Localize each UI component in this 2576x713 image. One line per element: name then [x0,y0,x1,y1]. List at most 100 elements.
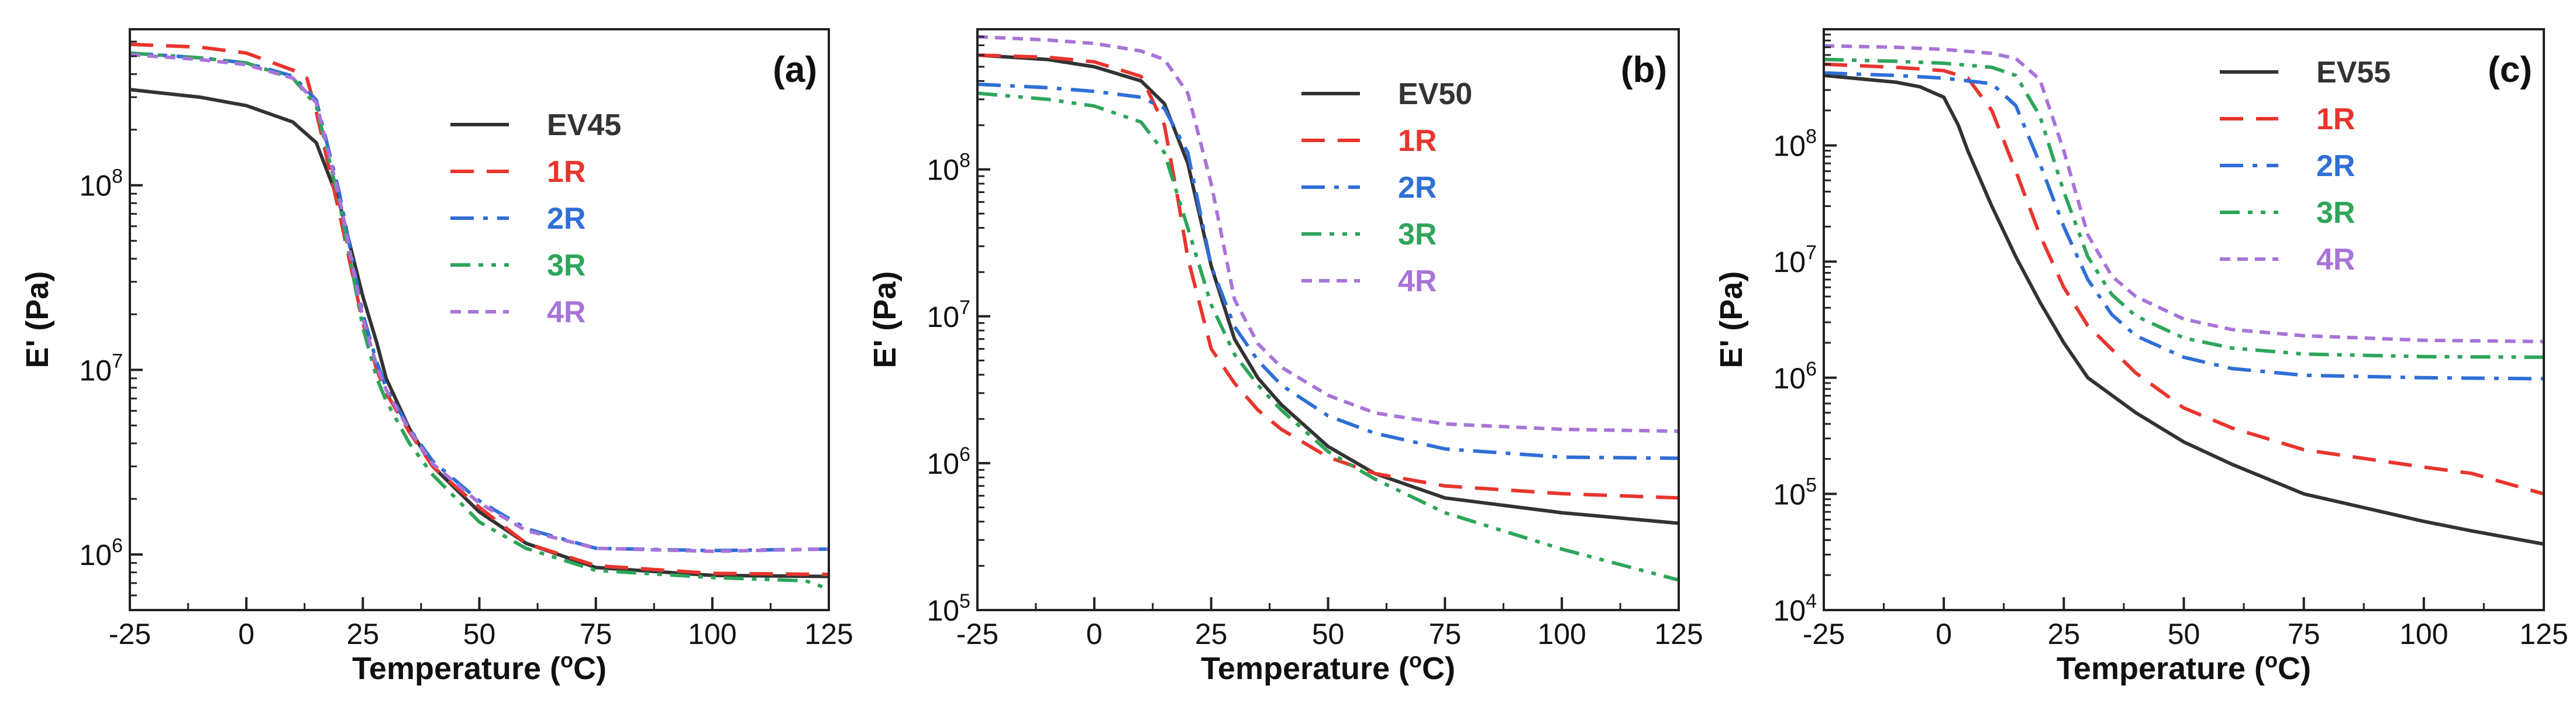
series-line-1r [1824,62,2544,496]
y-tick-exponent: 7 [959,297,970,319]
legend-label-ev55: EV55 [2316,56,2391,89]
y-axis-title: E' (Pa) [20,271,55,368]
y-tick-base: 10 [927,447,959,480]
legend-label-1r: 1R [547,155,586,189]
x-axis-title-degree: o [560,648,573,672]
legend-label-4r: 4R [547,295,586,329]
legend-label-4r: 4R [1398,264,1437,298]
series-line-2r [977,82,1679,460]
y-tick-label: 106 [927,443,970,480]
x-axis-title-unit: C) [573,651,607,686]
series-line-2r [130,51,829,553]
series-line-3r [1824,57,2544,359]
x-axis-title-unit: C) [1422,651,1455,686]
series-line-3r [977,91,1679,582]
x-tick-label: 25 [347,618,380,650]
x-axis-title-degree: o [1409,648,1422,672]
series-line-1r [977,53,1679,500]
legend-label-3r: 3R [1398,218,1437,252]
legend-label-ev50: EV50 [1398,77,1472,111]
series-line-ev45 [130,88,829,578]
y-tick-base: 10 [1773,246,1806,278]
legend: EV45 1R 2R 3R 4R [450,108,621,329]
x-tick-label: 125 [804,618,853,650]
y-tick-label: 107 [79,350,123,387]
legend-label-3r: 3R [2316,196,2355,230]
y-tick-label: 106 [79,535,123,571]
y-tick-base: 10 [1773,478,1806,511]
y-tick-label: 106 [1773,358,1817,395]
series-line-4r [977,35,1679,433]
chart-panel-c: -25 0 25 50 75 100 125104105106107108Temperatu… [1714,28,2568,686]
x-tick-label: 25 [1195,618,1228,650]
x-tick-label: 75 [2288,618,2320,650]
x-tick-label: 100 [688,618,736,650]
chart-panel-b: -25 0 25 50 75 100 125105106107108Temperature … [867,28,1703,686]
y-tick-exponent: 8 [959,150,970,172]
y-tick-exponent: 8 [1806,126,1817,148]
series-group [130,42,829,591]
x-axis-title-text: Temperature ( [1201,651,1409,686]
series-line-4r [1824,44,2544,343]
x-tick-label: 0 [238,618,254,650]
series-group [977,35,1679,582]
x-tick-label: 50 [1312,618,1345,650]
x-axis-title: Temperature (oC) [352,648,607,686]
y-tick-exponent: 5 [959,590,970,612]
x-tick-label: 50 [2168,618,2200,650]
legend-label-1r: 1R [2316,102,2355,136]
x-axis-title-text: Temperature ( [2057,651,2265,686]
series-line-2r [1824,71,2544,381]
series-line-1r [130,42,829,576]
x-tick-label: -25 [956,618,998,650]
y-tick-base: 10 [1773,130,1806,163]
legend-label-2r: 2R [547,202,586,236]
x-tick-label: 75 [580,618,612,650]
x-tick-label: 0 [1086,618,1103,650]
legend: EV50 1R 2R 3R 4R [1301,77,1472,298]
y-tick-base: 10 [1773,594,1806,627]
y-tick-exponent: 6 [959,443,970,466]
legend-label-4r: 4R [2316,243,2355,277]
y-tick-label: 107 [927,297,970,333]
panel-label: (c) [2488,50,2532,90]
y-tick-exponent: 6 [1806,358,1817,380]
x-tick-label: 75 [1429,618,1462,650]
x-tick-label: -25 [1803,618,1845,650]
y-tick-label: 108 [927,150,970,187]
x-axis-title: Temperature (oC) [2057,648,2311,686]
y-tick-label: 105 [1773,474,1817,511]
y-tick-base: 10 [1773,362,1806,395]
y-tick-exponent: 7 [1806,242,1817,264]
panel-label: (a) [773,50,817,90]
legend-label-2r: 2R [2316,149,2355,183]
y-tick-label: 107 [1773,242,1817,278]
y-tick-label: 108 [1773,126,1817,163]
x-tick-label: 125 [1654,618,1703,650]
x-tick-label: 25 [2048,618,2081,650]
y-tick-base: 10 [927,594,959,627]
x-axis-title-unit: C) [2278,651,2311,686]
y-tick-base: 10 [79,354,112,387]
y-tick-exponent: 5 [1806,474,1817,496]
x-tick-label: 100 [2399,618,2448,650]
x-axis-title-degree: o [2265,648,2278,672]
x-tick-label: 50 [463,618,496,650]
y-tick-base: 10 [927,301,959,333]
x-axis-title-text: Temperature ( [352,651,560,686]
y-tick-exponent: 8 [112,166,123,188]
x-tick-label: 0 [1936,618,1952,650]
y-tick-base: 10 [79,170,112,202]
series-line-ev50 [977,53,1679,525]
panel-label: (b) [1621,50,1667,90]
legend-label-2r: 2R [1398,171,1437,205]
legend: EV55 1R 2R 3R 4R [2220,56,2391,277]
y-tick-base: 10 [79,539,112,571]
x-tick-label: 125 [2519,618,2568,650]
y-tick-exponent: 7 [112,350,123,372]
x-tick-label: -25 [109,618,151,650]
series-line-ev55 [1824,74,2544,546]
legend-label-ev45: EV45 [547,108,621,142]
y-tick-label: 104 [1773,590,1817,627]
